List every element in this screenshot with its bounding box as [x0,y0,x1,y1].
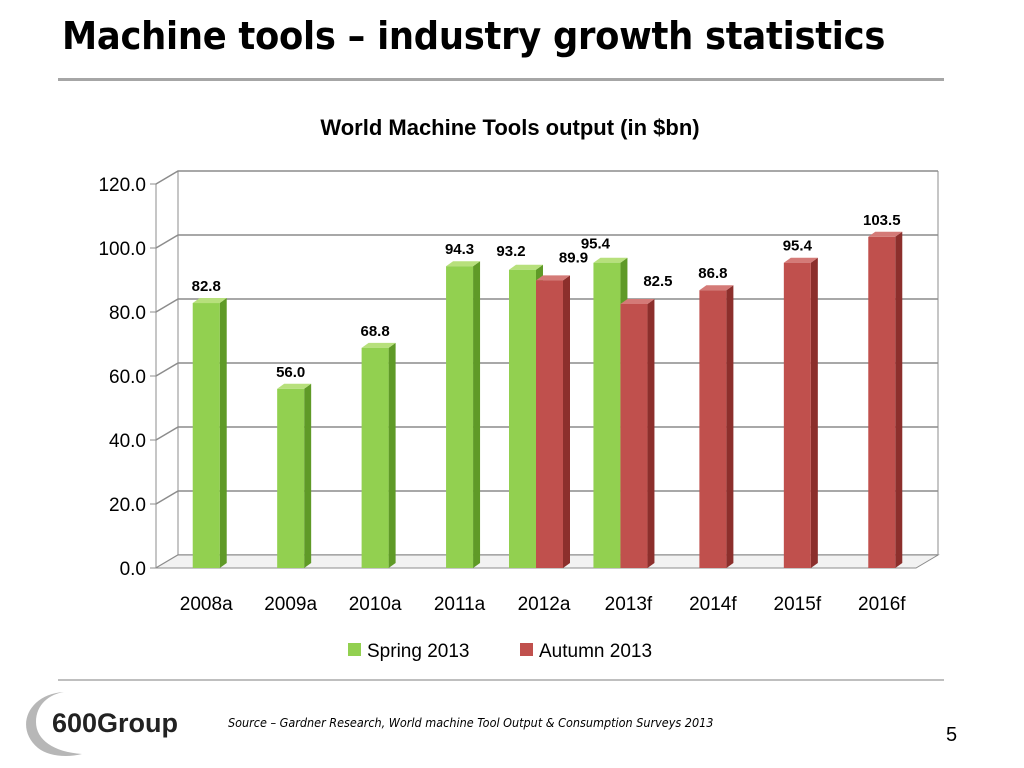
bar-side [810,257,818,568]
bar-spring-2013-2009a [277,383,312,568]
bar-side [473,261,481,568]
gridline [155,362,938,377]
y-tick-label: 0.0 [120,559,146,580]
logo-text: 600Group [52,708,178,738]
bar-side [388,342,396,568]
bar-top [536,275,570,281]
legend-swatch [348,643,361,656]
y-tick-label: 100.0 [98,239,146,260]
bar-front [446,266,474,568]
bar-autumn-2013-2015f [783,257,818,568]
footer-divider [58,679,944,681]
gridline [155,490,938,505]
bar-spring-2013-2010a [361,342,396,568]
bar-side [895,231,903,569]
title-divider [58,78,944,81]
bar-autumn-2013-2012a [536,275,570,568]
bar-chart: World Machine Tools output (in $bn) 0.0 20… [98,115,940,662]
bar-side [647,299,655,568]
bar-top [868,231,903,237]
bar-side [726,285,734,568]
x-tick-label: 2012a [518,594,571,615]
x-tick-label: 2013f [605,594,653,615]
x-tick-label: 2008a [180,594,233,615]
bar-top [699,285,734,291]
bar-front [361,347,389,568]
y-tick-label: 120.0 [98,175,146,196]
bar-top [277,383,312,389]
bar-side [219,298,227,568]
data-label-autumn-2013-2013f: 82.5 [643,273,672,290]
legend-item-autumn-2013: Autumn 2013 [520,641,652,662]
y-tick-label: 80.0 [109,303,146,324]
bar-front [868,236,896,569]
data-label-spring-2013-2008a: 82.8 [192,278,221,295]
bar-autumn-2013-2013f [620,299,655,568]
bar-side [304,383,312,568]
data-label-autumn-2013-2012a: 89.9 [559,249,588,266]
x-tick-label: 2014f [689,594,737,615]
x-tick-label: 2010a [349,594,402,615]
data-label-autumn-2013-2014f: 86.8 [698,265,727,282]
x-tick-label: 2009a [264,594,317,615]
bar-autumn-2013-2016f [868,231,903,569]
gridline [155,170,938,185]
bar-top [192,298,227,304]
bar-side [563,275,570,568]
y-tick-label: 20.0 [109,495,146,516]
data-label-spring-2013-2009a: 56.0 [276,364,305,381]
bar-top [509,264,543,270]
gridline [155,426,938,441]
bar-front [783,262,811,568]
y-tick-label: 60.0 [109,367,146,388]
legend-item-spring-2013: Spring 2013 [348,641,469,662]
data-label-autumn-2013-2015f: 95.4 [783,238,813,255]
x-tick-label: 2011a [434,594,486,615]
legend: Spring 2013 Autumn 2013 [348,641,652,662]
gridline [155,298,938,313]
legend-label: Spring 2013 [367,641,469,662]
bar-spring-2013-2011a [446,261,481,568]
page-number: 5 [946,724,958,746]
data-label-spring-2013-2012a: 93.2 [496,243,525,260]
data-label-spring-2013-2011a: 94.3 [445,241,474,258]
data-label-spring-2013-2010a: 68.8 [361,323,390,340]
legend-label: Autumn 2013 [539,641,652,662]
bar-top [593,257,628,263]
bar-spring-2013-2008a [192,298,227,568]
bar-top [361,342,396,348]
bar-front [536,280,563,568]
bar-top [783,257,818,263]
source-note: Source – Gardner Research, World machine… [228,715,714,730]
bar-front [593,262,621,568]
chart-title: World Machine Tools output (in $bn) [320,115,699,140]
bar-front [192,303,220,568]
data-label-spring-2013-2013f: 95.4 [581,236,611,253]
gridline [155,234,938,249]
y-tick-label: 40.0 [109,431,146,452]
legend-swatch [520,643,533,656]
bar-top [620,299,655,304]
bar-top [446,261,481,267]
company-logo: 600Group [26,692,178,756]
x-tick-label: 2015f [774,594,822,615]
bar-front [620,304,648,568]
bar-front [699,290,727,568]
x-tick-label: 2016f [858,594,906,615]
slide-title: Machine tools – industry growth statisti… [62,14,886,58]
data-label-autumn-2013-2016f: 103.5 [863,212,901,229]
bar-front [277,388,305,568]
bar-front [509,269,536,568]
bar-autumn-2013-2014f [699,285,734,568]
